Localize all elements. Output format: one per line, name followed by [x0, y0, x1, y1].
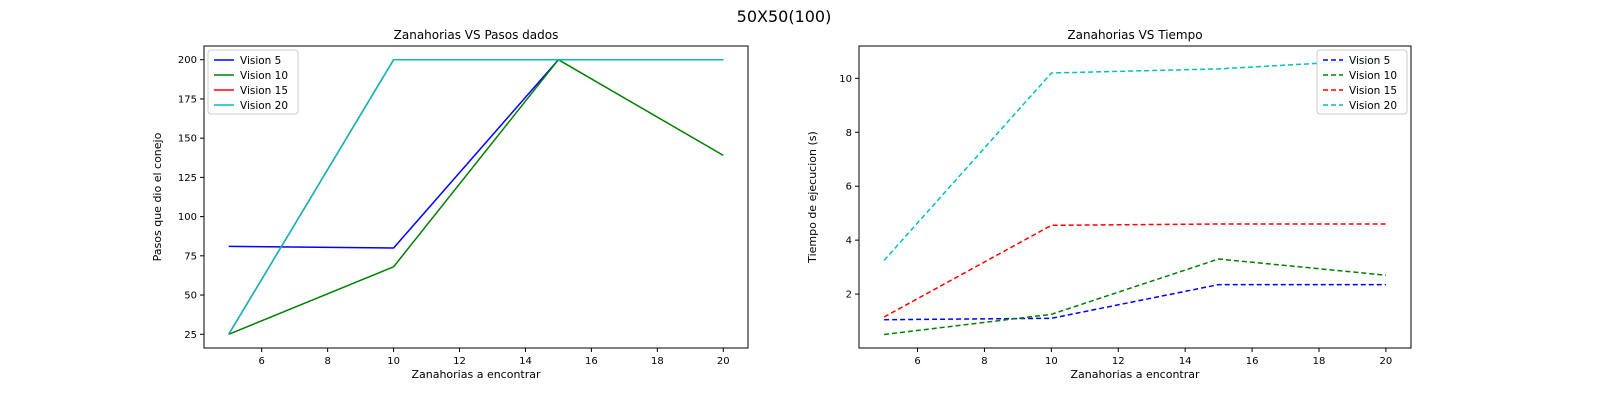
series-line-vision-5	[884, 283, 1386, 321]
x-tick-label: 10	[1045, 356, 1058, 367]
figure-suptitle: 50X50(100)	[737, 7, 832, 26]
series-line-vision-15	[228, 58, 724, 335]
axes-frame	[203, 45, 749, 349]
series-line-vision-10	[884, 258, 1386, 336]
legend-label: Vision 20	[1349, 100, 1397, 112]
y-tick-label: 8	[846, 128, 852, 139]
chart-title: Zanahorias VS Tiempo	[1067, 28, 1202, 42]
y-tick-label: 75	[184, 251, 197, 262]
legend: Vision 5 Vision 10 Vision 15 Vision 20	[207, 49, 299, 115]
series-line-vision-15	[883, 223, 1386, 318]
series-line-vision-20	[228, 58, 724, 335]
x-tick-label: 20	[1380, 356, 1393, 367]
x-tick-label: 6	[914, 356, 920, 367]
legend-label: Vision 5	[240, 55, 281, 67]
x-tick-label: 8	[981, 356, 987, 367]
legend-label: Vision 10	[1349, 70, 1397, 82]
x-tick-label: 6	[259, 356, 265, 367]
y-tick-label: 25	[184, 330, 197, 341]
series-line-vision-10	[228, 58, 724, 335]
y-axis-label: Tiempo de ejecucion (s)	[806, 131, 819, 264]
y-tick-label: 10	[839, 74, 852, 85]
x-tick-label: 18	[651, 356, 664, 367]
legend-label: Vision 15	[1349, 85, 1397, 97]
y-tick-label: 6	[846, 182, 852, 193]
y-tick-label: 50	[184, 291, 197, 302]
y-tick-label: 200	[178, 55, 197, 66]
x-tick-label: 14	[1179, 356, 1192, 367]
x-tick-label: 12	[453, 356, 466, 367]
legend-label: Vision 15	[240, 85, 288, 97]
legend-box	[207, 49, 299, 115]
x-axis-label: Zanahorias a encontrar	[411, 368, 541, 381]
y-tick-label: 2	[846, 290, 852, 301]
series-line-vision-20	[883, 58, 1386, 261]
y-tick-label: 100	[178, 212, 197, 223]
y-axis-label: Pasos que dio el conejo	[151, 132, 164, 261]
legend-label: Vision 20	[240, 100, 288, 112]
legend: Vision 5 Vision 10 Vision 15 Vision 20	[1316, 49, 1408, 115]
series-line-vision-5	[228, 58, 724, 249]
legend-label: Vision 5	[1349, 55, 1390, 67]
y-tick-label: 4	[846, 236, 852, 247]
x-tick-label: 14	[519, 356, 532, 367]
x-tick-label: 16	[585, 356, 598, 367]
x-tick-label: 18	[1313, 356, 1326, 367]
legend-box	[1316, 49, 1408, 115]
legend-label: Vision 10	[240, 70, 288, 82]
x-tick-label: 12	[1112, 356, 1125, 367]
x-tick-label: 8	[324, 356, 330, 367]
y-tick-label: 150	[178, 134, 197, 145]
axes-frame	[858, 45, 1412, 349]
x-axis-label: Zanahorias a encontrar	[1070, 368, 1200, 381]
chart-title: Zanahorias VS Pasos dados	[394, 28, 559, 42]
x-tick-label: 16	[1246, 356, 1259, 367]
chart-pasos: Zanahorias VS Pasos dados 6 8 10 12 14 16 18 20 2…	[151, 28, 749, 381]
x-tick-label: 10	[387, 356, 400, 367]
x-tick-label: 20	[717, 356, 730, 367]
y-tick-label: 125	[178, 173, 197, 184]
y-tick-label: 175	[178, 94, 197, 105]
chart-tiempo: Zanahorias VS Tiempo 6 8 10 12 14 16 18 20 2 4 6 8 10…	[806, 28, 1412, 381]
